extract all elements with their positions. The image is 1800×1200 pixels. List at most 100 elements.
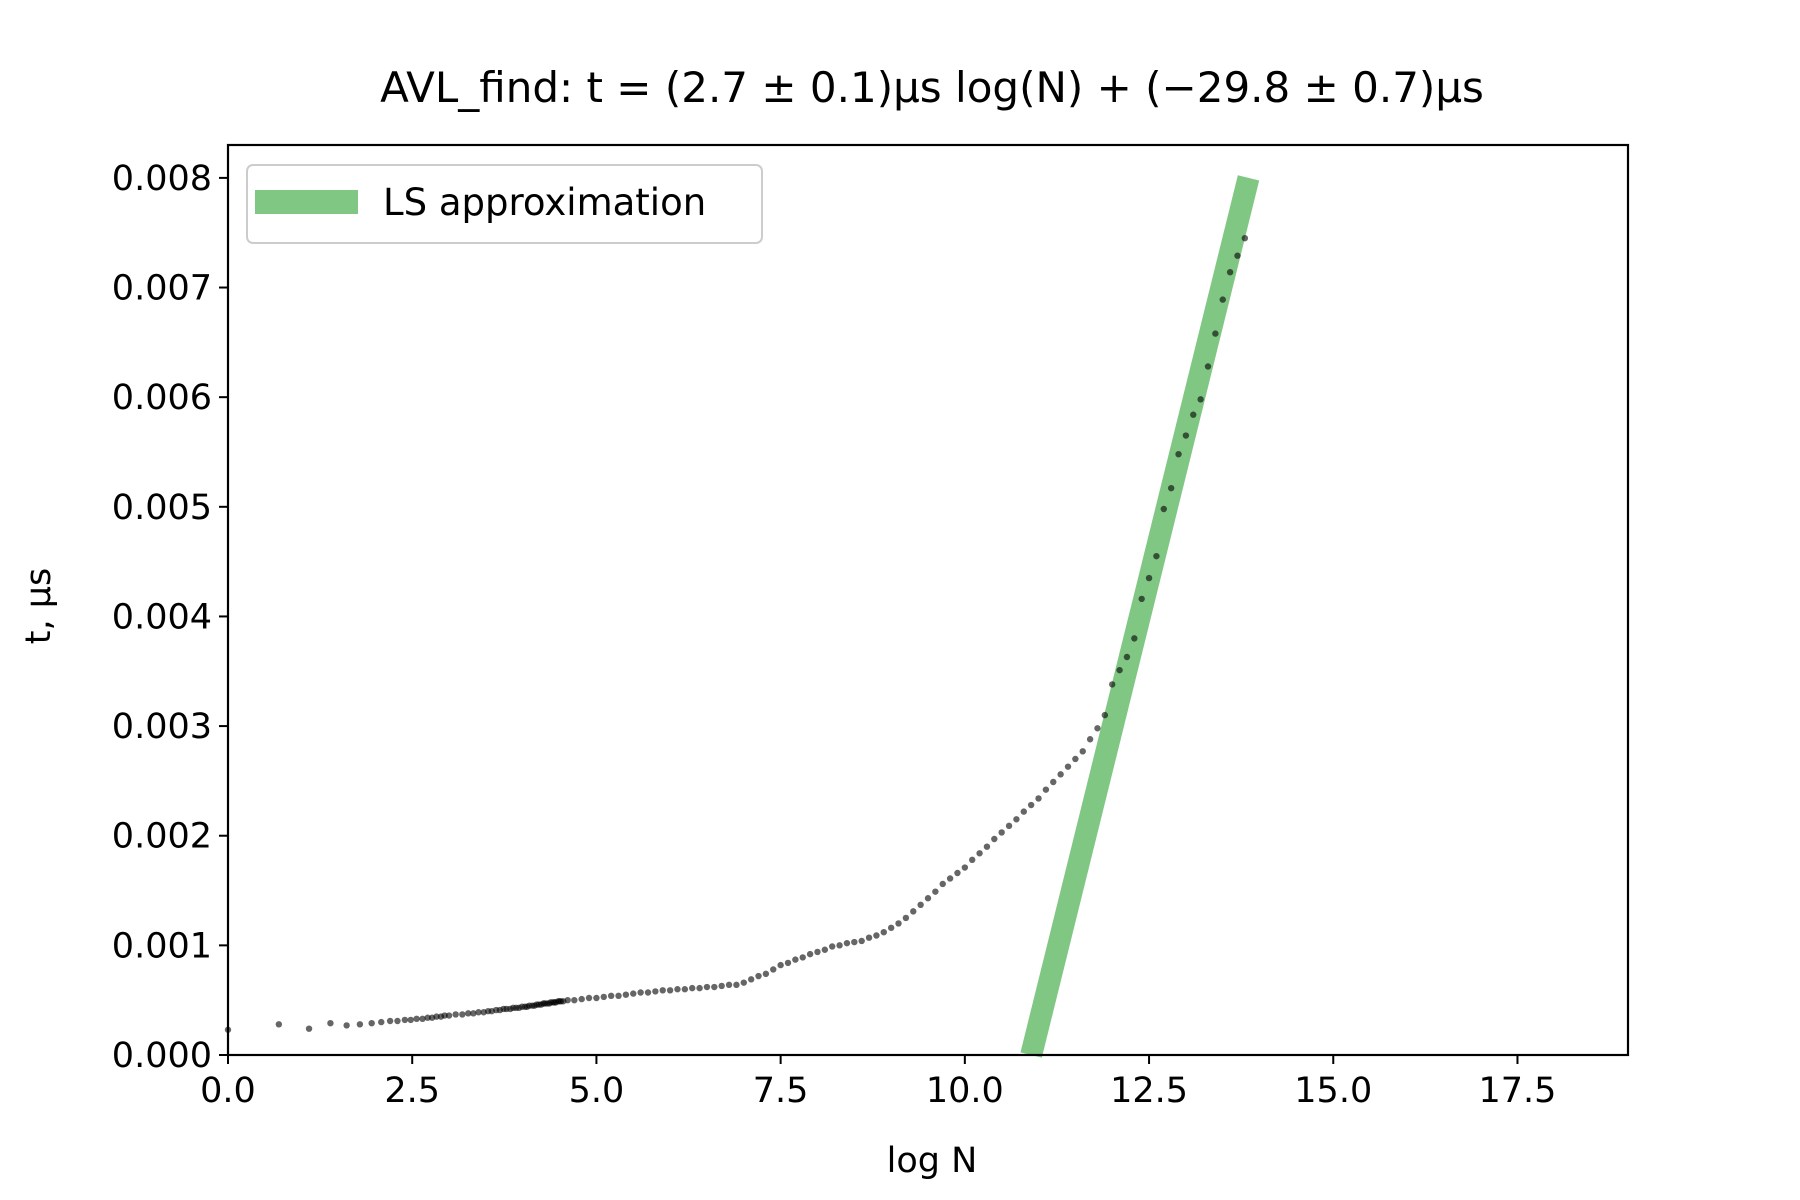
data-point — [777, 961, 784, 969]
data-point — [703, 983, 711, 991]
x-tick-label: 5.0 — [569, 1071, 625, 1111]
data-point — [747, 976, 755, 983]
data-point — [939, 880, 946, 888]
legend-label: LS approximation — [383, 181, 706, 224]
legend-box — [246, 164, 763, 244]
data-point — [895, 920, 902, 927]
y-tick-label: 0.002 — [112, 817, 212, 857]
data-point — [821, 946, 829, 953]
data-point — [836, 942, 843, 949]
data-point — [1226, 268, 1234, 276]
legend: LS approximation — [246, 164, 763, 244]
data-point — [917, 901, 924, 908]
data-point — [368, 1020, 375, 1027]
data-point — [946, 875, 954, 882]
data-point — [1005, 822, 1013, 830]
data-point — [762, 970, 770, 978]
data-point — [1190, 411, 1197, 418]
data-point — [858, 937, 865, 945]
data-point — [607, 992, 615, 999]
data-point — [386, 1017, 394, 1025]
data-point — [564, 996, 571, 1004]
data-point — [843, 939, 851, 947]
data-point — [1197, 396, 1204, 403]
x-axis-ticks: 0.0 2.5 5.0 7.5 10.0 12.5 15.0 17.5 — [200, 1055, 1556, 1111]
data-point — [689, 984, 696, 992]
x-tick-label: 10.0 — [926, 1071, 1004, 1111]
data-point — [1131, 635, 1138, 642]
data-point — [1035, 795, 1042, 802]
data-point — [394, 1017, 401, 1025]
data-point — [1167, 484, 1175, 492]
data-point — [718, 982, 725, 990]
y-axis-label: t, μs — [19, 568, 59, 644]
ls-approximation-line — [1020, 175, 1260, 1058]
data-point — [814, 948, 821, 956]
data-point — [1101, 711, 1109, 719]
data-point — [1234, 252, 1241, 259]
data-point — [424, 1014, 431, 1021]
data-point — [1057, 771, 1064, 778]
data-point — [740, 979, 747, 986]
data-point — [1145, 574, 1153, 582]
x-axis-label: log N — [887, 1141, 978, 1181]
data-point — [1138, 595, 1145, 603]
y-tick-label: 0.008 — [112, 159, 212, 199]
data-point — [600, 993, 607, 1001]
data-point — [407, 1016, 414, 1024]
data-point — [1160, 505, 1167, 513]
y-tick-label: 0.004 — [112, 597, 212, 637]
data-point — [401, 1016, 409, 1024]
data-point — [1027, 801, 1035, 809]
y-tick-label: 0.006 — [112, 378, 212, 418]
data-point — [799, 954, 806, 961]
data-point — [1086, 736, 1094, 743]
y-tick-label: 0.000 — [112, 1036, 212, 1076]
data-point — [887, 924, 895, 932]
data-point — [305, 1025, 313, 1032]
data-point — [615, 992, 622, 999]
data-point — [1079, 748, 1086, 755]
data-point — [910, 908, 917, 915]
data-point — [1042, 786, 1050, 793]
data-point — [1175, 450, 1182, 458]
data-point — [630, 990, 637, 997]
data-point — [378, 1018, 385, 1026]
data-point — [851, 938, 858, 946]
y-tick-label: 0.003 — [112, 707, 212, 747]
data-point — [1116, 666, 1123, 674]
data-point — [770, 966, 777, 973]
data-point — [829, 943, 836, 950]
data-point — [571, 996, 578, 1004]
data-point — [343, 1022, 350, 1029]
data-point — [1219, 296, 1226, 303]
data-point — [275, 1021, 283, 1028]
data-point — [652, 988, 659, 995]
data-point — [969, 856, 976, 864]
data-point — [755, 972, 762, 980]
data-point — [792, 956, 799, 963]
data-point — [452, 1011, 459, 1018]
data-point — [1241, 234, 1249, 242]
data-point — [1212, 330, 1219, 337]
plot-frame — [226, 143, 1630, 1057]
data-point — [961, 864, 969, 871]
data-point — [644, 989, 652, 996]
data-point — [475, 1009, 482, 1016]
data-point — [470, 1010, 477, 1017]
data-point — [696, 984, 703, 992]
y-tick-label: 0.001 — [112, 926, 212, 966]
data-point — [356, 1021, 364, 1028]
data-point — [711, 983, 718, 991]
data-point — [666, 987, 674, 994]
data-point — [924, 895, 932, 902]
data-point — [413, 1015, 420, 1023]
data-point — [1182, 432, 1190, 439]
fit-line-layer — [1020, 175, 1260, 1058]
data-point — [578, 995, 585, 1003]
data-point — [1013, 816, 1020, 823]
data-point — [445, 1012, 453, 1019]
x-tick-label: 12.5 — [1110, 1071, 1188, 1111]
data-point — [932, 888, 939, 895]
data-point — [441, 1012, 448, 1019]
